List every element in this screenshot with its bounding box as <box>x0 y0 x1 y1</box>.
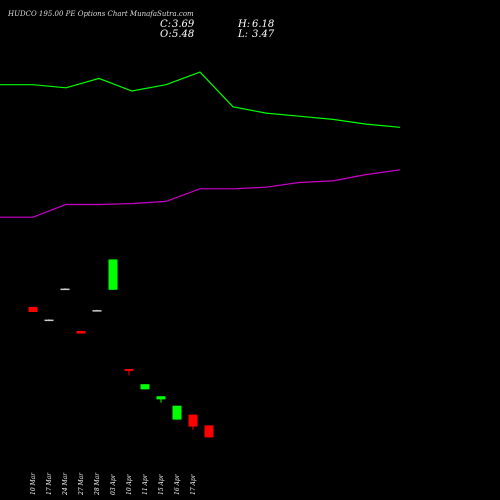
candle-body <box>204 425 214 438</box>
x-tick-label: 27 Mar <box>78 472 85 496</box>
low-label: L: <box>237 29 248 40</box>
x-tick-label: 24 Mar <box>62 472 69 496</box>
x-tick-label: 17 Apr <box>190 473 197 495</box>
open-value: 5.48 <box>172 29 194 40</box>
candle-body <box>44 319 54 322</box>
candle-body <box>124 369 134 371</box>
low-value: 3.47 <box>252 29 275 40</box>
x-tick-label: 15 Apr <box>158 473 165 495</box>
indicator-line-2 <box>0 169 401 218</box>
candle <box>124 369 134 376</box>
candle <box>108 259 118 290</box>
chart-title: HUDCO 195.00 PE Options Chart MunafaSutr… <box>7 10 194 18</box>
close-label: C: <box>160 19 171 30</box>
candle <box>172 405 182 420</box>
x-tick-label: 28 Mar <box>94 472 101 496</box>
candle-body <box>28 306 38 312</box>
open-label: O: <box>160 29 172 40</box>
candle-body <box>172 405 182 420</box>
candle <box>76 330 86 334</box>
indicator-lines <box>0 71 401 218</box>
candle-body <box>76 331 86 334</box>
x-axis-tick-labels: 10 Mar 17 Mar 24 Mar 27 Mar 28 Mar 03 Apr 10 A… <box>30 472 197 496</box>
candle-body <box>156 396 166 400</box>
candle-body <box>92 310 102 312</box>
x-tick-label: 10 Apr <box>126 473 133 495</box>
x-tick-label: 10 Mar <box>30 472 37 495</box>
candle <box>156 396 166 403</box>
x-tick-label: 16 Apr <box>174 473 181 495</box>
high-label: H: <box>237 19 250 30</box>
ohlc-readout: C: 3.69 H: 6.18 O: 5.48 L: 3.47 <box>160 19 275 40</box>
candle <box>28 306 38 312</box>
x-tick-label: 03 Apr <box>110 473 117 495</box>
candle <box>188 414 198 430</box>
high-value: 6.18 <box>252 19 274 30</box>
candle-body <box>108 259 118 290</box>
x-tick-label: 17 Mar <box>46 472 53 495</box>
candle <box>140 384 150 390</box>
candle-body <box>60 288 70 291</box>
indicator-line-1 <box>0 71 401 128</box>
candle <box>204 425 214 438</box>
candle <box>60 288 70 291</box>
candle <box>44 319 54 322</box>
close-value: 3.69 <box>172 19 195 30</box>
candle-body <box>140 384 150 390</box>
x-tick-label: 11 Apr <box>142 473 149 495</box>
candle <box>92 309 102 312</box>
candle-body <box>188 414 198 427</box>
candlesticks <box>28 259 214 438</box>
